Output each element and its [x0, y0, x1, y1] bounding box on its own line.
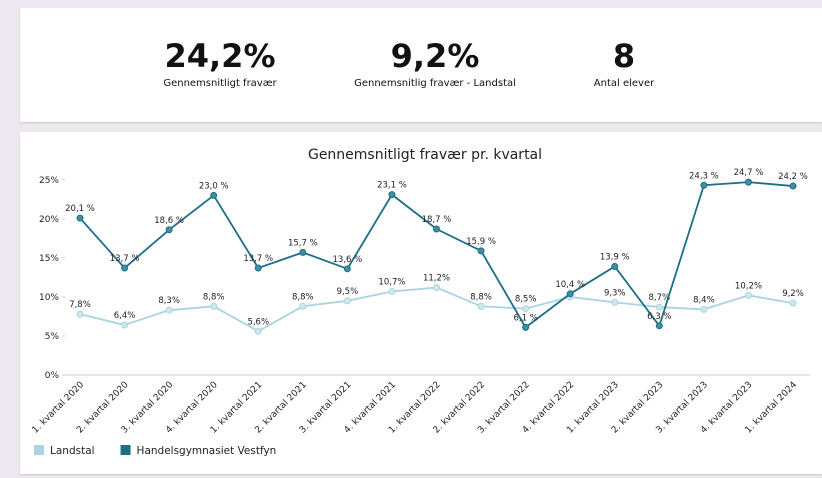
kpi: 9,2% Gennemsnitlig fravær - Landstal	[325, 38, 545, 89]
data-label: 13,7 %	[110, 254, 140, 264]
point	[343, 265, 351, 273]
data-label: 9,3%	[604, 288, 626, 298]
data-label: 24,2 %	[778, 172, 808, 182]
point	[477, 247, 485, 255]
y-tick-label: 15%	[39, 254, 59, 264]
point	[121, 321, 129, 329]
point	[611, 262, 619, 270]
series-line	[79, 181, 794, 329]
data-label: 10,7%	[378, 277, 405, 287]
point	[254, 327, 262, 335]
point	[254, 264, 262, 272]
data-label: 8,5%	[515, 295, 537, 305]
y-tick-label: 0%	[45, 371, 60, 381]
point	[700, 181, 708, 189]
kpi-value: 24,2%	[164, 37, 276, 75]
data-label: 9,5%	[337, 287, 359, 297]
point	[744, 178, 752, 186]
y-tick-label: 10%	[39, 293, 59, 303]
data-label: 8,7%	[649, 293, 671, 303]
data-label: 6,4%	[114, 311, 136, 321]
point	[299, 302, 307, 310]
point	[611, 298, 619, 306]
point	[522, 305, 530, 313]
y-tick-label: 25%	[39, 176, 59, 186]
point	[165, 306, 173, 314]
data-label: 8,8%	[203, 292, 225, 302]
data-label: 6,1 %	[513, 313, 537, 323]
chart: Gennemsnitligt fravær pr. kvartal 0% 5% 10…	[31, 147, 810, 457]
point	[343, 297, 351, 305]
point	[655, 322, 663, 330]
data-label: 13,7 %	[243, 254, 273, 264]
data-label: 13,9 %	[600, 252, 630, 262]
point	[566, 290, 574, 298]
point	[388, 287, 396, 295]
point	[165, 226, 173, 234]
kpi-card: 24,2% Gennemsnitligt fravær 9,2% Gennems…	[20, 8, 822, 122]
kpi-label: Gennemsnitlig fravær - Landstal	[354, 78, 516, 89]
data-label: 8,4%	[693, 295, 715, 305]
data-label: 5,6%	[247, 317, 269, 327]
y-tick-label: 5%	[45, 332, 60, 342]
data-label: 24,3 %	[689, 171, 719, 181]
data-label: 9,2%	[782, 289, 804, 299]
data-label: 15,9 %	[466, 237, 496, 247]
data-label: 11,2%	[423, 274, 450, 284]
data-label: 23,0 %	[199, 181, 229, 191]
point	[700, 305, 708, 313]
data-label: 10,4 %	[555, 280, 585, 290]
data-label: 18,6 %	[154, 216, 184, 226]
legend-swatch	[34, 445, 44, 455]
y-tick-label: 20%	[39, 215, 59, 225]
data-label: 10,2%	[735, 281, 762, 291]
data-label: 13,6 %	[333, 255, 363, 265]
data-label: 8,8%	[470, 292, 492, 302]
legend-label: Handelsgymnasiet Vestfyn	[137, 445, 277, 457]
kpi-value: 9,2%	[390, 37, 480, 75]
data-label: 7,8%	[69, 300, 91, 310]
series-line	[79, 286, 794, 333]
kpi: 24,2% Gennemsnitligt fravær	[110, 38, 330, 89]
point	[299, 248, 307, 256]
point	[655, 303, 663, 311]
data-label: 8,8%	[292, 292, 314, 302]
data-label: 23,1 %	[377, 181, 407, 191]
point	[76, 214, 84, 222]
point	[76, 310, 84, 318]
legend-label: Landstal	[50, 445, 95, 457]
point	[210, 191, 218, 199]
legend-swatch	[120, 445, 131, 455]
data-label: 24,7 %	[734, 168, 764, 178]
data-label: 18,7 %	[422, 215, 452, 225]
data-label: 20,1 %	[65, 204, 95, 214]
kpi-value: 8	[612, 37, 636, 75]
point	[388, 191, 396, 199]
chart-card: Gennemsnitligt fravær pr. kvartal 0% 5% 10…	[20, 132, 822, 474]
kpi-label: Antal elever	[593, 78, 655, 89]
kpi: 8 Antal elever	[514, 38, 734, 89]
kpi-label: Gennemsnitligt fravær	[163, 78, 277, 89]
point	[121, 264, 129, 272]
point	[433, 225, 440, 233]
point	[522, 323, 530, 331]
data-label: 8,3%	[158, 296, 180, 306]
point	[744, 291, 752, 299]
point	[477, 302, 485, 310]
point	[433, 284, 440, 292]
data-label: 6,3 %	[647, 312, 671, 322]
point	[789, 182, 797, 190]
chart-title: Gennemsnitligt fravær pr. kvartal	[308, 147, 542, 163]
point	[210, 302, 218, 310]
data-label: 15,7 %	[288, 238, 318, 248]
point	[789, 299, 797, 307]
